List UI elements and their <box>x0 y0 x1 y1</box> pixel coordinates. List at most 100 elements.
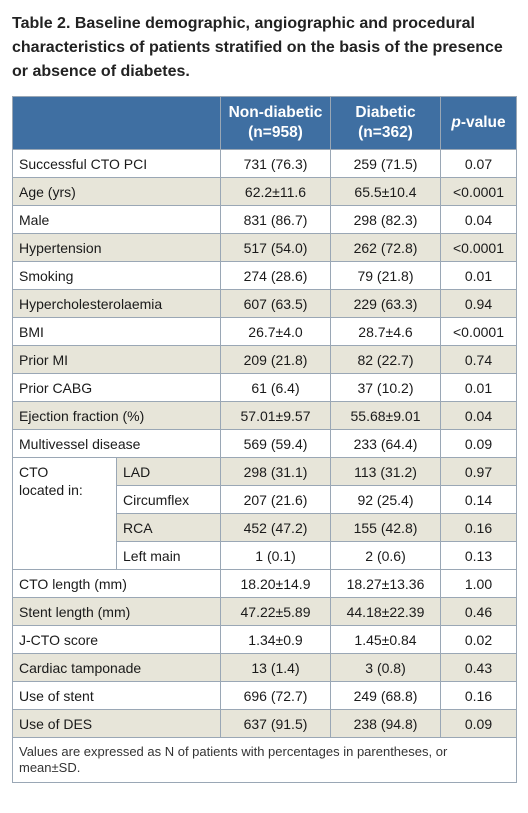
cell-non-diabetic: 18.20±14.9 <box>220 569 331 598</box>
table-row: Stent length (mm) 47.22±5.89 44.18±22.39 0.… <box>12 597 517 626</box>
table-row: Smoking 274 (28.6) 79 (21.8) 0.01 <box>12 261 517 290</box>
table-footnote: Values are expressed as N of patients wi… <box>12 737 517 783</box>
cell-p-value: 0.02 <box>440 625 517 654</box>
cell-diabetic: 37 (10.2) <box>330 373 441 402</box>
row-sublabel: Left main <box>116 541 221 570</box>
table-row: Prior CABG 61 (6.4) 37 (10.2) 0.01 <box>12 373 517 402</box>
cell-p-value: <0.0001 <box>440 233 517 262</box>
cto-group-label-line1: CTO <box>19 464 49 480</box>
table-row: BMI 26.7±4.0 28.7±4.6 <0.0001 <box>12 317 517 346</box>
header-p-rest: -value <box>460 114 506 131</box>
cell-non-diabetic: 61 (6.4) <box>220 373 331 402</box>
cell-diabetic: 113 (31.2) <box>330 457 441 486</box>
table-row: Successful CTO PCI 731 (76.3) 259 (71.5) 0.… <box>12 149 517 178</box>
cell-diabetic: 55.68±9.01 <box>330 401 441 430</box>
header-diabetic: Diabetic (n=362) <box>330 96 441 150</box>
cell-non-diabetic: 298 (31.1) <box>220 457 331 486</box>
cell-diabetic: 44.18±22.39 <box>330 597 441 626</box>
cell-non-diabetic: 1 (0.1) <box>220 541 331 570</box>
row-label: Male <box>12 205 221 234</box>
row-label: Smoking <box>12 261 221 290</box>
cell-non-diabetic: 207 (21.6) <box>220 485 331 514</box>
table-row: Use of DES 637 (91.5) 238 (94.8) 0.09 <box>12 709 517 738</box>
table-row: Age (yrs) 62.2±11.6 65.5±10.4 <0.0001 <box>12 177 517 206</box>
row-label: CTO length (mm) <box>12 569 221 598</box>
cell-non-diabetic: 274 (28.6) <box>220 261 331 290</box>
cell-diabetic: 298 (82.3) <box>330 205 441 234</box>
cell-p-value: 0.16 <box>440 681 517 710</box>
cell-p-value: 0.09 <box>440 709 517 738</box>
header-blank <box>12 96 221 150</box>
cell-p-value: 0.07 <box>440 149 517 178</box>
header-p-italic: p <box>451 114 461 131</box>
cell-non-diabetic: 452 (47.2) <box>220 513 331 542</box>
row-label: Hypertension <box>12 233 221 262</box>
cell-p-value: 0.13 <box>440 541 517 570</box>
row-label: BMI <box>12 317 221 346</box>
table-row: Prior MI 209 (21.8) 82 (22.7) 0.74 <box>12 345 517 374</box>
header-diabetic-line2: (n=362) <box>358 124 413 141</box>
cto-group-label: CTO located in: <box>12 457 117 570</box>
table-row: Ejection fraction (%) 57.01±9.57 55.68±9.0… <box>12 401 517 430</box>
table-row: CTO length (mm) 18.20±14.9 18.27±13.36 1.00 <box>12 569 517 598</box>
table-row: CTO located in: LAD 298 (31.1) 113 (31.2) 0.9… <box>12 457 517 570</box>
cell-p-value: 0.97 <box>440 457 517 486</box>
cell-non-diabetic: 731 (76.3) <box>220 149 331 178</box>
table-row: RCA 452 (47.2) 155 (42.8) 0.16 <box>13 513 517 542</box>
cell-p-value: <0.0001 <box>440 317 517 346</box>
table-row: Hypercholesterolaemia 607 (63.5) 229 (63.3… <box>12 289 517 318</box>
cell-non-diabetic: 47.22±5.89 <box>220 597 331 626</box>
cell-p-value: 0.09 <box>440 429 517 458</box>
cell-non-diabetic: 569 (59.4) <box>220 429 331 458</box>
header-row: Non-diabetic (n=958) Diabetic (n=362) p-… <box>12 96 517 150</box>
row-label: Cardiac tamponade <box>12 653 221 682</box>
cell-diabetic: 65.5±10.4 <box>330 177 441 206</box>
header-non-diabetic-line1: Non-diabetic <box>228 104 323 121</box>
cell-p-value: 0.04 <box>440 401 517 430</box>
table-row: Male 831 (86.7) 298 (82.3) 0.04 <box>12 205 517 234</box>
row-label: Successful CTO PCI <box>12 149 221 178</box>
cell-diabetic: 18.27±13.36 <box>330 569 441 598</box>
row-sublabel: RCA <box>116 513 221 542</box>
cell-non-diabetic: 13 (1.4) <box>220 653 331 682</box>
cell-non-diabetic: 1.34±0.9 <box>220 625 331 654</box>
row-label: Prior CABG <box>12 373 221 402</box>
row-sublabel: Circumflex <box>116 485 221 514</box>
cell-diabetic: 92 (25.4) <box>330 485 441 514</box>
cell-diabetic: 249 (68.8) <box>330 681 441 710</box>
cell-p-value: 0.01 <box>440 373 517 402</box>
cell-diabetic: 1.45±0.84 <box>330 625 441 654</box>
cell-diabetic: 238 (94.8) <box>330 709 441 738</box>
cell-p-value: <0.0001 <box>440 177 517 206</box>
cell-diabetic: 79 (21.8) <box>330 261 441 290</box>
header-non-diabetic-line2: (n=958) <box>248 124 303 141</box>
row-label: Use of DES <box>12 709 221 738</box>
cell-p-value: 0.01 <box>440 261 517 290</box>
cell-non-diabetic: 607 (63.5) <box>220 289 331 318</box>
row-label: Prior MI <box>12 345 221 374</box>
table-row: Cardiac tamponade 13 (1.4) 3 (0.8) 0.43 <box>12 653 517 682</box>
row-sublabel: LAD <box>116 457 221 486</box>
cell-non-diabetic: 831 (86.7) <box>220 205 331 234</box>
cell-p-value: 0.74 <box>440 345 517 374</box>
cell-p-value: 1.00 <box>440 569 517 598</box>
cell-non-diabetic: 57.01±9.57 <box>220 401 331 430</box>
cell-diabetic: 82 (22.7) <box>330 345 441 374</box>
row-label: Stent length (mm) <box>12 597 221 626</box>
baseline-table: Non-diabetic (n=958) Diabetic (n=362) p-… <box>12 96 517 783</box>
cell-diabetic: 155 (42.8) <box>330 513 441 542</box>
cell-non-diabetic: 26.7±4.0 <box>220 317 331 346</box>
table-row: Left main 1 (0.1) 2 (0.6) 0.13 <box>13 541 517 570</box>
cell-diabetic: 229 (63.3) <box>330 289 441 318</box>
cell-p-value: 0.04 <box>440 205 517 234</box>
cell-p-value: 0.14 <box>440 485 517 514</box>
table-row: J-CTO score 1.34±0.9 1.45±0.84 0.02 <box>12 625 517 654</box>
header-non-diabetic: Non-diabetic (n=958) <box>220 96 331 150</box>
cell-p-value: 0.43 <box>440 653 517 682</box>
cto-group-label-line2: located in: <box>19 482 83 498</box>
cell-p-value: 0.16 <box>440 513 517 542</box>
row-label: Ejection fraction (%) <box>12 401 221 430</box>
row-label: Multivessel disease <box>12 429 221 458</box>
cell-diabetic: 2 (0.6) <box>330 541 441 570</box>
cell-diabetic: 233 (64.4) <box>330 429 441 458</box>
